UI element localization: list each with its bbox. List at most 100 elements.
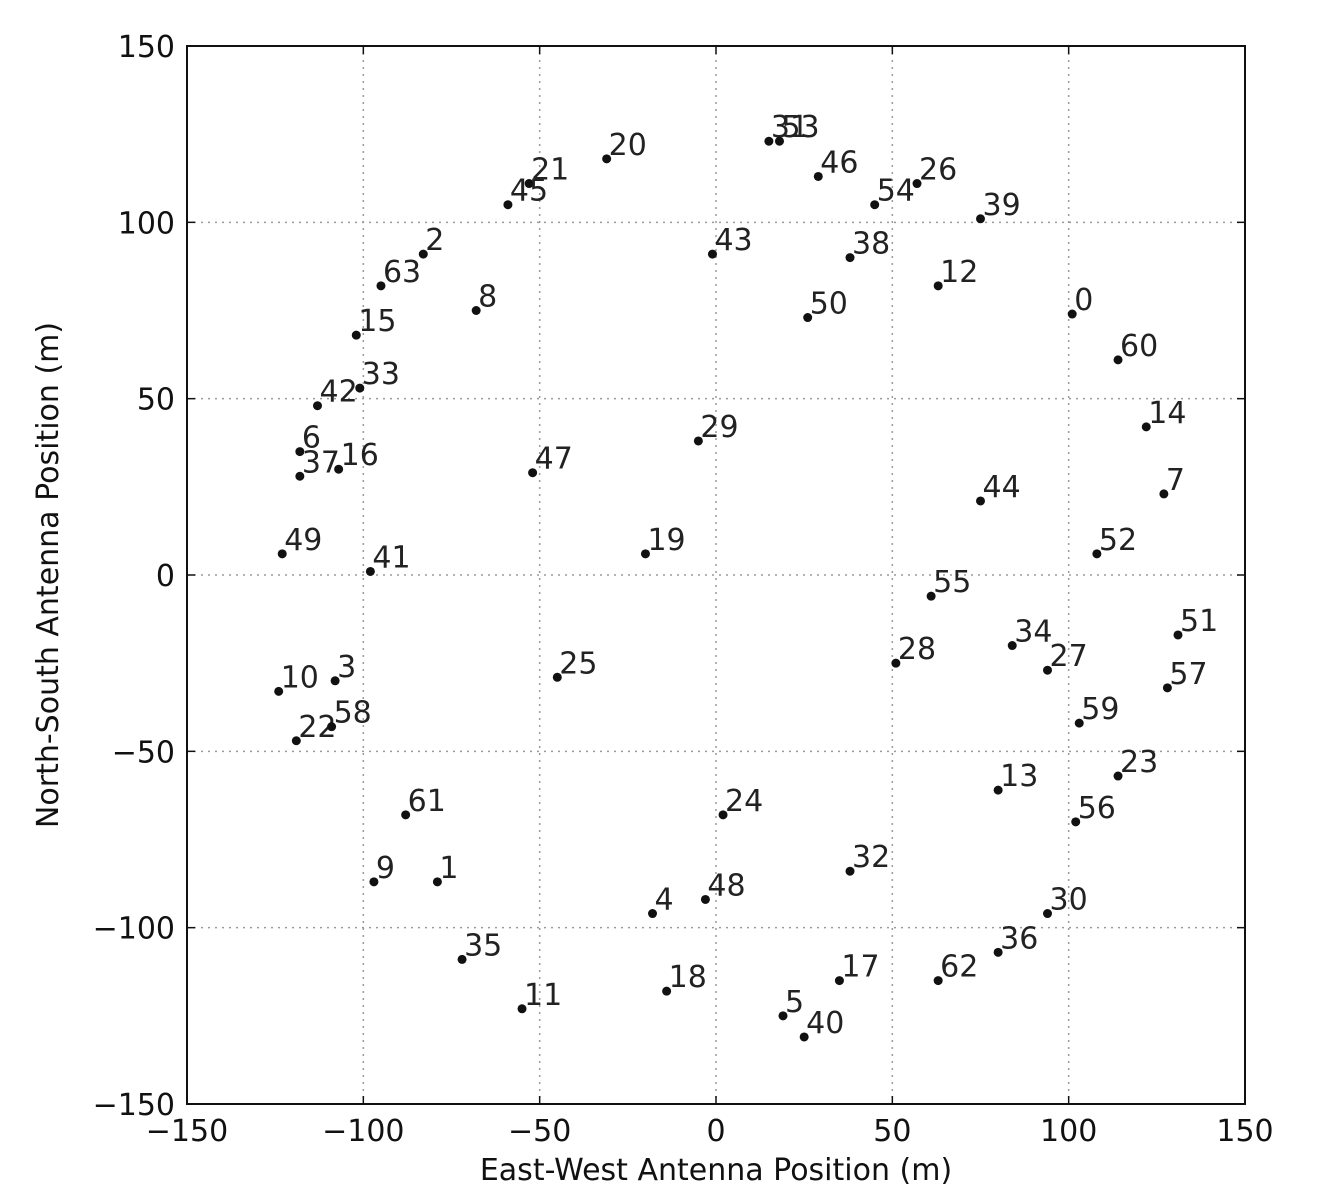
y-tick-label: −100 bbox=[93, 912, 175, 947]
data-point bbox=[274, 686, 284, 696]
data-point bbox=[376, 281, 386, 291]
x-tick-label: −150 bbox=[146, 1114, 228, 1149]
data-point-label: 3 bbox=[337, 650, 356, 685]
data-point bbox=[764, 136, 774, 146]
data-point bbox=[803, 313, 813, 323]
x-tick-label: 100 bbox=[1040, 1114, 1097, 1149]
data-point bbox=[834, 976, 844, 986]
data-point-label: 36 bbox=[1000, 921, 1038, 956]
data-point bbox=[295, 471, 305, 481]
data-point bbox=[1159, 489, 1169, 499]
grid-lines bbox=[187, 46, 1245, 1104]
data-point bbox=[1092, 549, 1102, 559]
data-point bbox=[351, 330, 361, 340]
data-point-label: 58 bbox=[334, 696, 372, 731]
data-point-label: 63 bbox=[383, 255, 421, 290]
data-point bbox=[933, 281, 943, 291]
data-point bbox=[718, 810, 728, 820]
x-tick-label: −50 bbox=[508, 1114, 571, 1149]
data-point bbox=[334, 464, 344, 474]
data-point bbox=[662, 986, 672, 996]
data-point bbox=[1113, 771, 1123, 781]
data-point-label: 59 bbox=[1081, 692, 1119, 727]
data-point-label: 62 bbox=[940, 950, 978, 985]
data-point bbox=[1007, 641, 1017, 651]
data-point-label: 46 bbox=[820, 145, 858, 180]
y-tick-label: 150 bbox=[118, 30, 175, 65]
y-tick-label: 50 bbox=[137, 383, 175, 418]
data-point-label: 54 bbox=[877, 174, 915, 209]
y-tick-label: 100 bbox=[118, 206, 175, 241]
data-point bbox=[845, 253, 855, 263]
data-point bbox=[813, 171, 823, 181]
y-tick-label: −150 bbox=[93, 1088, 175, 1123]
data-point-label: 37 bbox=[302, 445, 340, 480]
data-point-label: 57 bbox=[1169, 657, 1207, 692]
data-point bbox=[369, 877, 379, 887]
data-point-label: 10 bbox=[281, 660, 319, 695]
data-point-label: 17 bbox=[841, 950, 879, 985]
data-point-label: 34 bbox=[1014, 615, 1052, 650]
data-point bbox=[993, 947, 1003, 957]
x-tick-label: 150 bbox=[1216, 1114, 1273, 1149]
data-point bbox=[976, 496, 985, 506]
data-point-label: 39 bbox=[983, 188, 1021, 223]
data-point bbox=[330, 676, 340, 686]
data-point bbox=[774, 136, 784, 146]
data-point-label: 47 bbox=[535, 442, 573, 477]
data-point-label: 11 bbox=[524, 978, 562, 1013]
data-point bbox=[1071, 817, 1081, 827]
plot-frame bbox=[186, 45, 1246, 1105]
data-point bbox=[926, 591, 936, 601]
data-point bbox=[528, 468, 538, 478]
data-point bbox=[277, 549, 287, 559]
data-point-label: 45 bbox=[510, 174, 548, 209]
data-point-label: 19 bbox=[647, 523, 685, 558]
data-point-label: 13 bbox=[1000, 759, 1038, 794]
data-point bbox=[891, 658, 901, 668]
data-point bbox=[1141, 422, 1151, 432]
x-tick-label: 0 bbox=[706, 1114, 725, 1149]
data-point bbox=[993, 785, 1003, 795]
data-point-label: 56 bbox=[1078, 791, 1116, 826]
data-point-label: 14 bbox=[1148, 396, 1186, 431]
data-point bbox=[365, 566, 375, 576]
data-point-label: 60 bbox=[1120, 329, 1158, 364]
data-point-label: 23 bbox=[1120, 745, 1158, 780]
data-point bbox=[976, 214, 985, 224]
data-point-label: 24 bbox=[725, 784, 763, 819]
data-point bbox=[693, 436, 703, 446]
data-point-label: 42 bbox=[319, 375, 357, 410]
data-point-label: 1 bbox=[439, 851, 458, 886]
data-point bbox=[457, 954, 467, 964]
data-point-label: 51 bbox=[1180, 604, 1218, 639]
data-point bbox=[327, 722, 337, 732]
data-point-label: 20 bbox=[609, 128, 647, 163]
data-point-label: 53 bbox=[781, 110, 819, 145]
data-point-label: 40 bbox=[806, 1006, 844, 1041]
data-point-label: 55 bbox=[933, 565, 971, 600]
data-point bbox=[524, 179, 534, 189]
data-point bbox=[1043, 665, 1053, 675]
data-point bbox=[312, 401, 322, 411]
data-point-label: 43 bbox=[714, 223, 752, 258]
data-point-label: 6 bbox=[302, 421, 321, 456]
data-point-label: 4 bbox=[655, 883, 674, 918]
data-point-label: 18 bbox=[669, 960, 707, 995]
data-point-label: 52 bbox=[1099, 523, 1137, 558]
data-point-label: 16 bbox=[341, 438, 379, 473]
data-point bbox=[1067, 309, 1077, 319]
data-point bbox=[432, 877, 442, 887]
data-point bbox=[602, 154, 612, 164]
data-point bbox=[295, 447, 305, 457]
data-point bbox=[552, 672, 562, 682]
data-point-label: 33 bbox=[362, 357, 400, 392]
y-tick-label: −50 bbox=[112, 735, 175, 770]
data-point bbox=[912, 179, 922, 189]
data-point-label: 25 bbox=[559, 646, 597, 681]
data-point bbox=[778, 1011, 788, 1021]
data-point bbox=[503, 200, 513, 210]
data-point-label: 2 bbox=[425, 223, 444, 258]
